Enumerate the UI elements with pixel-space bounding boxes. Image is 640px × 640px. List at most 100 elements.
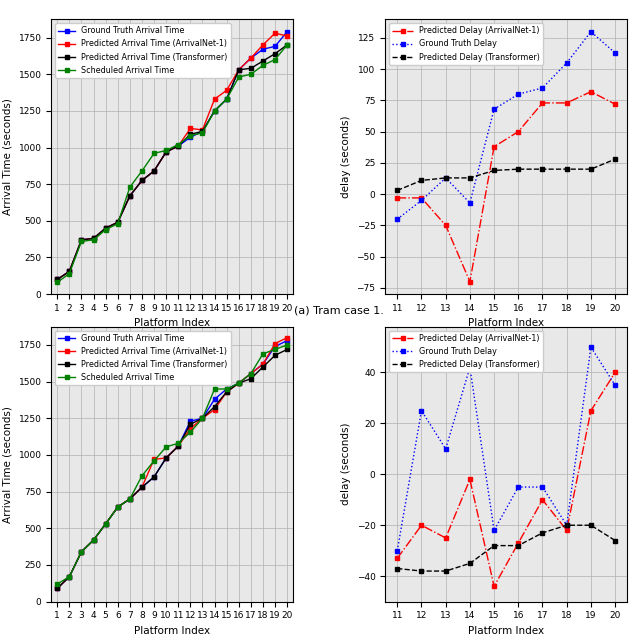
Ground Truth Delay [418,407,426,415]
Predicted Arrival Time (Transformer) [65,268,73,275]
Predicted Arrival Time (ArrivalNet-1) [211,95,218,103]
Line: Predicted Delay (ArrivalNet-1): Predicted Delay (ArrivalNet-1) [396,90,617,284]
Ground Truth Arrival Time [198,127,206,135]
X-axis label: Platform Index: Platform Index [468,626,544,636]
Scheduled Arrival Time [90,236,97,244]
Line: Ground Truth Arrival Time: Ground Truth Arrival Time [56,30,289,281]
Ground Truth Arrival Time [284,337,291,344]
Ground Truth Arrival Time [175,442,182,450]
Ground Truth Arrival Time [102,520,109,528]
Predicted Delay (ArrivalNet-1) [515,128,522,136]
Predicted Arrival Time (ArrivalNet-1) [259,360,267,368]
Predicted Arrival Time (Transformer) [53,276,61,284]
Predicted Delay (ArrivalNet-1) [587,407,595,415]
Predicted Delay (ArrivalNet-1) [418,522,426,529]
Predicted Arrival Time (Transformer) [102,224,109,232]
Scheduled Arrival Time [163,147,170,154]
Line: Predicted Arrival Time (Transformer): Predicted Arrival Time (Transformer) [56,348,289,590]
Predicted Arrival Time (Transformer) [138,177,146,184]
Predicted Arrival Time (ArrivalNet-1) [65,573,73,580]
Predicted Delay (ArrivalNet-1) [515,540,522,547]
Line: Scheduled Arrival Time: Scheduled Arrival Time [56,43,289,284]
Scheduled Arrival Time [90,536,97,544]
Scheduled Arrival Time [284,41,291,49]
Predicted Delay (Transformer) [587,165,595,173]
Ground Truth Arrival Time [259,360,267,368]
Predicted Delay (ArrivalNet-1) [442,534,449,542]
Predicted Arrival Time (ArrivalNet-1) [271,29,279,37]
Ground Truth Delay [394,215,401,223]
Ground Truth Arrival Time [247,370,255,378]
Ground Truth Arrival Time [284,28,291,35]
Predicted Arrival Time (Transformer) [77,548,85,556]
Scheduled Arrival Time [247,70,255,78]
Predicted Delay (Transformer) [563,165,570,173]
Ground Truth Arrival Time [150,473,158,481]
Predicted Arrival Time (ArrivalNet-1) [163,454,170,461]
Predicted Arrival Time (ArrivalNet-1) [211,406,218,413]
Ground Truth Arrival Time [223,385,230,393]
Predicted Delay (ArrivalNet-1) [442,221,449,229]
Predicted Arrival Time (Transformer) [235,380,243,387]
Scheduled Arrival Time [235,380,243,387]
Ground Truth Delay [611,381,619,389]
Ground Truth Delay [539,483,547,491]
Scheduled Arrival Time [198,129,206,137]
Predicted Arrival Time (Transformer) [186,131,194,138]
Predicted Arrival Time (Transformer) [271,351,279,359]
Line: Predicted Arrival Time (ArrivalNet-1): Predicted Arrival Time (ArrivalNet-1) [56,336,289,590]
Predicted Delay (ArrivalNet-1) [539,99,547,107]
Predicted Arrival Time (Transformer) [284,346,291,353]
Predicted Arrival Time (Transformer) [247,375,255,383]
Predicted Arrival Time (Transformer) [271,50,279,58]
Predicted Delay (ArrivalNet-1) [394,194,401,202]
Predicted Arrival Time (ArrivalNet-1) [235,380,243,387]
Ground Truth Delay [490,106,498,113]
Line: Predicted Delay (Transformer): Predicted Delay (Transformer) [396,524,617,573]
Scheduled Arrival Time [53,580,61,588]
Predicted Arrival Time (Transformer) [138,483,146,491]
Predicted Arrival Time (ArrivalNet-1) [77,236,85,244]
Ground Truth Arrival Time [114,218,122,226]
Predicted Arrival Time (ArrivalNet-1) [235,66,243,74]
Predicted Delay (Transformer) [490,541,498,549]
Predicted Arrival Time (ArrivalNet-1) [126,495,134,503]
Predicted Arrival Time (ArrivalNet-1) [126,192,134,200]
Scheduled Arrival Time [284,341,291,349]
Ground Truth Arrival Time [138,177,146,184]
Predicted Arrival Time (ArrivalNet-1) [247,370,255,378]
Predicted Delay (Transformer) [515,541,522,549]
Ground Truth Delay [587,343,595,351]
Predicted Delay (Transformer) [418,177,426,184]
Predicted Arrival Time (Transformer) [102,520,109,528]
Predicted Arrival Time (Transformer) [235,66,243,74]
Predicted Arrival Time (Transformer) [65,573,73,580]
Predicted Arrival Time (ArrivalNet-1) [198,126,206,134]
Predicted Delay (Transformer) [466,174,474,182]
Predicted Delay (ArrivalNet-1) [490,143,498,150]
Scheduled Arrival Time [175,141,182,148]
Predicted Arrival Time (Transformer) [114,218,122,226]
Predicted Arrival Time (ArrivalNet-1) [102,520,109,528]
Predicted Delay (ArrivalNet-1) [539,496,547,504]
Predicted Arrival Time (Transformer) [223,95,230,103]
Scheduled Arrival Time [102,520,109,528]
Predicted Arrival Time (Transformer) [211,403,218,410]
Predicted Delay (Transformer) [587,522,595,529]
Predicted Arrival Time (ArrivalNet-1) [175,442,182,450]
Ground Truth Delay [515,483,522,491]
Predicted Arrival Time (ArrivalNet-1) [271,340,279,348]
Predicted Arrival Time (Transformer) [175,142,182,150]
Text: (a) Tram case 1.: (a) Tram case 1. [294,305,384,316]
Line: Predicted Delay (ArrivalNet-1): Predicted Delay (ArrivalNet-1) [396,371,617,588]
Predicted Arrival Time (ArrivalNet-1) [175,142,182,150]
Ground Truth Delay [466,364,474,371]
Predicted Arrival Time (Transformer) [163,148,170,156]
Predicted Delay (Transformer) [442,567,449,575]
Predicted Arrival Time (ArrivalNet-1) [186,125,194,132]
Ground Truth Delay [442,174,449,182]
Predicted Delay (Transformer) [611,537,619,545]
Predicted Delay (ArrivalNet-1) [418,194,426,202]
Ground Truth Arrival Time [211,107,218,115]
Scheduled Arrival Time [77,548,85,556]
